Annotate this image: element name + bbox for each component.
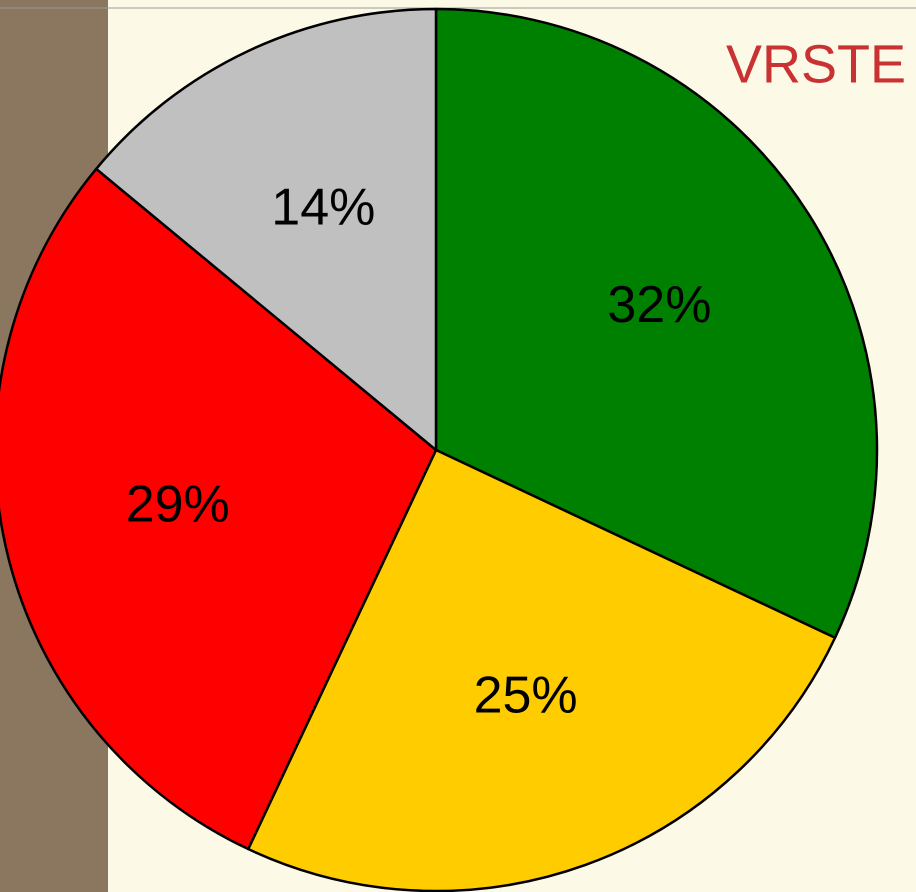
data-label: 25% [474, 667, 578, 725]
pie-slice [434, 7, 879, 640]
pie-slice [94, 7, 438, 452]
pie-slice [0, 167, 438, 851]
data-label: 32% [607, 276, 711, 334]
chart-title: VRSTE [726, 34, 906, 94]
data-label: 29% [126, 475, 230, 533]
data-label: 14% [271, 178, 375, 236]
pie: 32% 25% 29% 14% [0, 7, 879, 892]
pie-slice [246, 448, 837, 892]
